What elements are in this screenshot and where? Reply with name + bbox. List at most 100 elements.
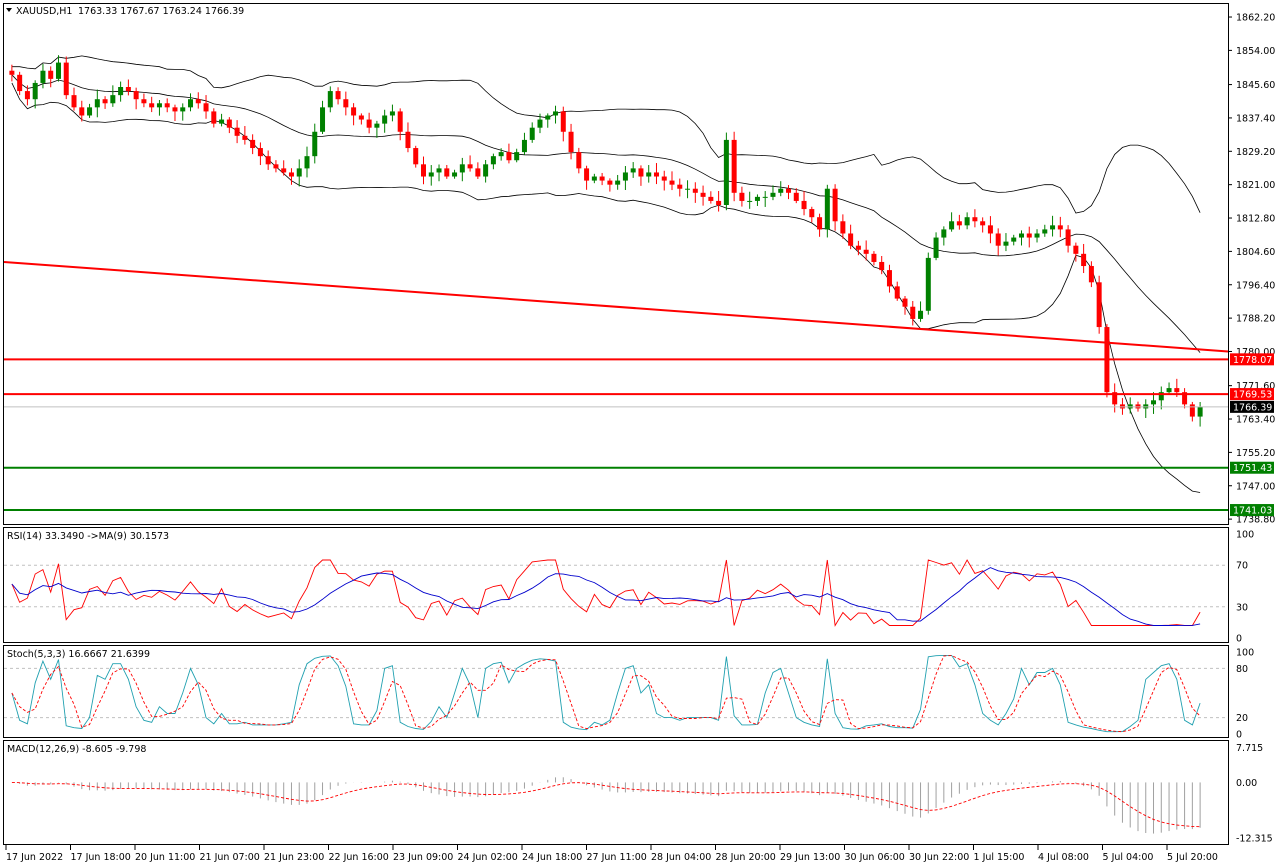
candle-body bbox=[382, 115, 388, 124]
candle-body bbox=[879, 261, 885, 271]
candle-body bbox=[413, 148, 419, 165]
macd-panel[interactable] bbox=[3, 740, 1229, 845]
rsi-panel[interactable] bbox=[3, 527, 1229, 643]
candle-body bbox=[374, 123, 380, 128]
candle-body bbox=[1011, 237, 1017, 242]
candle-body bbox=[886, 270, 892, 287]
candle-body bbox=[840, 221, 846, 234]
macd-legend: MACD(12,26,9) -8.605 -9.798 bbox=[7, 744, 146, 755]
candle-body bbox=[366, 119, 372, 128]
price-tick-label: 1804.60 bbox=[1236, 247, 1275, 258]
candle-body bbox=[949, 221, 955, 230]
time-axis-label: 28 Jun 04:00 bbox=[651, 852, 711, 863]
price-tick-label: 1788.20 bbox=[1236, 314, 1275, 325]
candle-body bbox=[9, 70, 15, 75]
candle-body bbox=[848, 233, 854, 246]
candle-body bbox=[1050, 225, 1056, 230]
candle-body bbox=[242, 135, 248, 140]
candle-body bbox=[273, 164, 279, 169]
candle-body bbox=[817, 217, 823, 230]
candle-body bbox=[87, 107, 93, 116]
candle-body bbox=[786, 188, 792, 193]
time-axis-label: 29 Jun 13:00 bbox=[780, 852, 840, 863]
candle-body bbox=[203, 103, 209, 112]
candle-body bbox=[653, 172, 659, 177]
candle-body bbox=[172, 107, 178, 112]
candle-body bbox=[646, 172, 652, 177]
candle-body bbox=[871, 253, 877, 262]
candle-body bbox=[397, 111, 403, 132]
candle-body bbox=[529, 127, 535, 140]
candle-body bbox=[1189, 404, 1195, 417]
candle-body bbox=[444, 168, 450, 177]
candle-body bbox=[677, 184, 683, 189]
candle-body bbox=[389, 111, 395, 116]
candle-body bbox=[211, 111, 217, 124]
candle-body bbox=[801, 200, 807, 210]
candle-body bbox=[972, 217, 978, 222]
candle-body bbox=[933, 237, 939, 258]
candle-body bbox=[281, 168, 287, 173]
candle-body bbox=[459, 164, 465, 173]
price-panel[interactable] bbox=[3, 3, 1229, 525]
candle-body bbox=[894, 286, 900, 299]
time-axis-label: 27 Jun 11:00 bbox=[587, 852, 647, 863]
dropdown-arrow-icon[interactable] bbox=[6, 8, 12, 12]
candle-body bbox=[762, 196, 768, 198]
candle-body bbox=[941, 229, 947, 238]
candle-body bbox=[320, 107, 326, 132]
price-tick-label: 1738.80 bbox=[1236, 515, 1275, 526]
candle-body bbox=[863, 249, 869, 254]
rsi-ma-line bbox=[11, 567, 1201, 626]
candle-body bbox=[351, 107, 357, 116]
time-axis-label: 5 Jul 04:00 bbox=[1103, 852, 1154, 863]
candle-body bbox=[343, 99, 349, 108]
level-tag-label: 1741.03 bbox=[1233, 506, 1272, 517]
candle-body bbox=[506, 152, 512, 161]
candle-body bbox=[716, 200, 722, 206]
candle-body bbox=[1182, 392, 1188, 405]
candle-body bbox=[545, 115, 551, 120]
candle-body bbox=[987, 225, 993, 234]
level-tag-label: 1778.07 bbox=[1233, 355, 1272, 366]
candle-body bbox=[708, 196, 714, 201]
time-axis-label: 24 Jun 18:00 bbox=[522, 852, 582, 863]
macd-signal-line bbox=[11, 781, 1201, 828]
price-tick-label: 1845.60 bbox=[1236, 80, 1275, 91]
price-tick-label: 1812.80 bbox=[1236, 214, 1275, 225]
rsi-tick-label: 0 bbox=[1236, 634, 1242, 645]
candle-body bbox=[358, 115, 364, 120]
time-axis-label: 5 Jul 20:00 bbox=[1167, 852, 1218, 863]
candle-body bbox=[809, 209, 815, 218]
candle-body bbox=[514, 152, 520, 161]
candle-body bbox=[219, 119, 225, 124]
candle-body bbox=[48, 70, 54, 79]
time-axis-label: 20 Jun 11:00 bbox=[135, 852, 195, 863]
candle-body bbox=[156, 103, 162, 108]
candle-body bbox=[452, 172, 458, 177]
candle-body bbox=[576, 152, 582, 169]
candle-body bbox=[420, 164, 426, 177]
candle-body bbox=[1197, 406, 1203, 417]
rsi-tick-label: 70 bbox=[1236, 561, 1248, 572]
candle-body bbox=[288, 172, 294, 177]
candle-body bbox=[483, 164, 489, 177]
candle-body bbox=[436, 168, 442, 173]
candle-body bbox=[234, 127, 240, 136]
level-tag bbox=[1230, 461, 1274, 474]
time-axis-label: 1 Jul 15:00 bbox=[974, 852, 1025, 863]
level-tag bbox=[1230, 353, 1274, 366]
candle-body bbox=[568, 131, 574, 153]
candle-body bbox=[925, 257, 931, 311]
price-tick-label: 1755.20 bbox=[1236, 448, 1275, 459]
candle-body bbox=[731, 139, 737, 193]
candle-body bbox=[1088, 266, 1094, 283]
candle-body bbox=[591, 176, 597, 181]
time-axis-label: 22 Jun 16:00 bbox=[329, 852, 389, 863]
bollinger-middle-band bbox=[11, 74, 1201, 353]
ohlc-readout: 1763.33 1767.67 1763.24 1766.39 bbox=[78, 6, 244, 17]
candle-body bbox=[40, 70, 46, 83]
stoch-panel[interactable] bbox=[3, 645, 1229, 738]
time-axis-label: 28 Jun 20:00 bbox=[716, 852, 776, 863]
